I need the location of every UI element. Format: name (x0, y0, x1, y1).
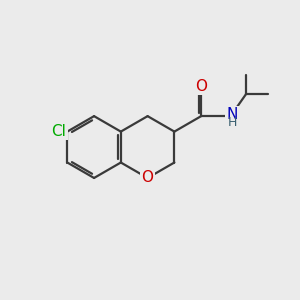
Text: H: H (227, 116, 237, 129)
Text: O: O (142, 170, 154, 185)
Text: Cl: Cl (52, 124, 67, 139)
Text: O: O (195, 79, 207, 94)
Text: N: N (226, 107, 238, 122)
